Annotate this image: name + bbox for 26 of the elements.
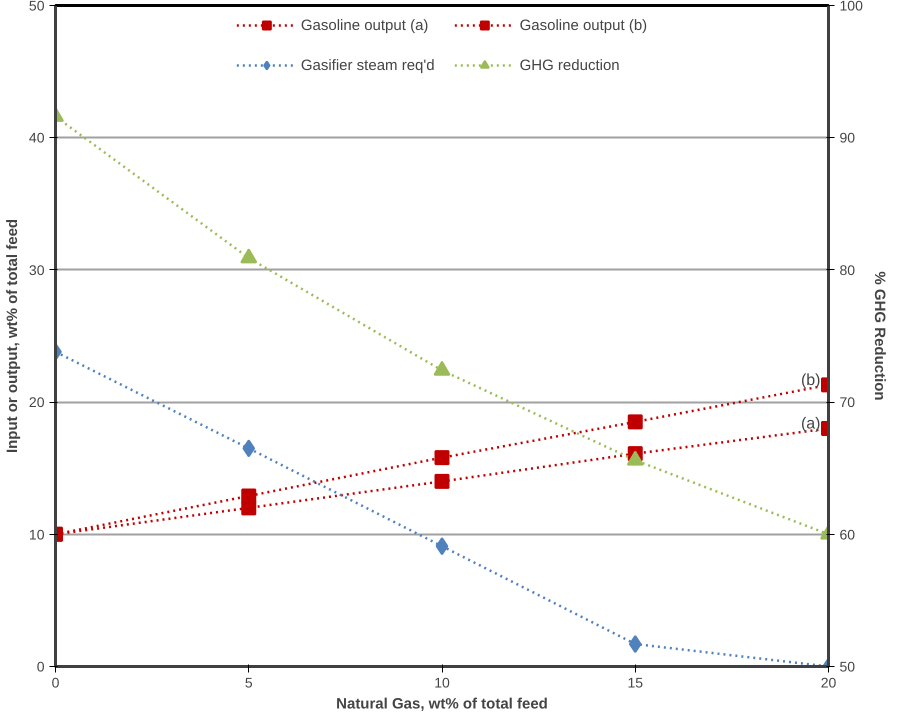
legend-label: Gasifier steam req'd — [300, 56, 435, 74]
y2-tick-label: 70 — [840, 394, 856, 410]
y2-tick-label: 60 — [840, 526, 856, 542]
y2-tick-label: 80 — [840, 262, 856, 278]
y-tick-label: 50 — [28, 0, 45, 14]
x-tick-label: 20 — [820, 674, 836, 690]
annotation: (a) — [800, 416, 821, 433]
y-tick-label: 40 — [28, 130, 45, 146]
y-tick-label: 20 — [28, 394, 45, 410]
x-tick-label: 0 — [52, 674, 60, 690]
x-tick-label: 15 — [627, 674, 644, 690]
y2-tick-label: 90 — [840, 130, 856, 146]
x-tick-label: 5 — [244, 674, 253, 690]
y2-axis-title: % GHG Reduction — [870, 271, 888, 401]
y-tick-label: 0 — [36, 658, 45, 674]
annotation: (b) — [800, 372, 821, 389]
y-tick-label: 10 — [28, 526, 45, 542]
legend-label: GHG reduction — [520, 56, 620, 74]
x-axis-title: Natural Gas, wt% of total feed — [336, 696, 548, 712]
x-tick-label: 10 — [434, 674, 450, 690]
y-axis-title: Input or output, wt% of total feed — [4, 218, 21, 454]
legend-label: Gasoline output (a) — [300, 16, 428, 34]
y2-tick-label: 100 — [840, 0, 864, 14]
y-tick-label: 30 — [28, 262, 45, 278]
legend-label: Gasoline output (b) — [520, 16, 648, 34]
y2-tick-label: 50 — [840, 658, 856, 674]
